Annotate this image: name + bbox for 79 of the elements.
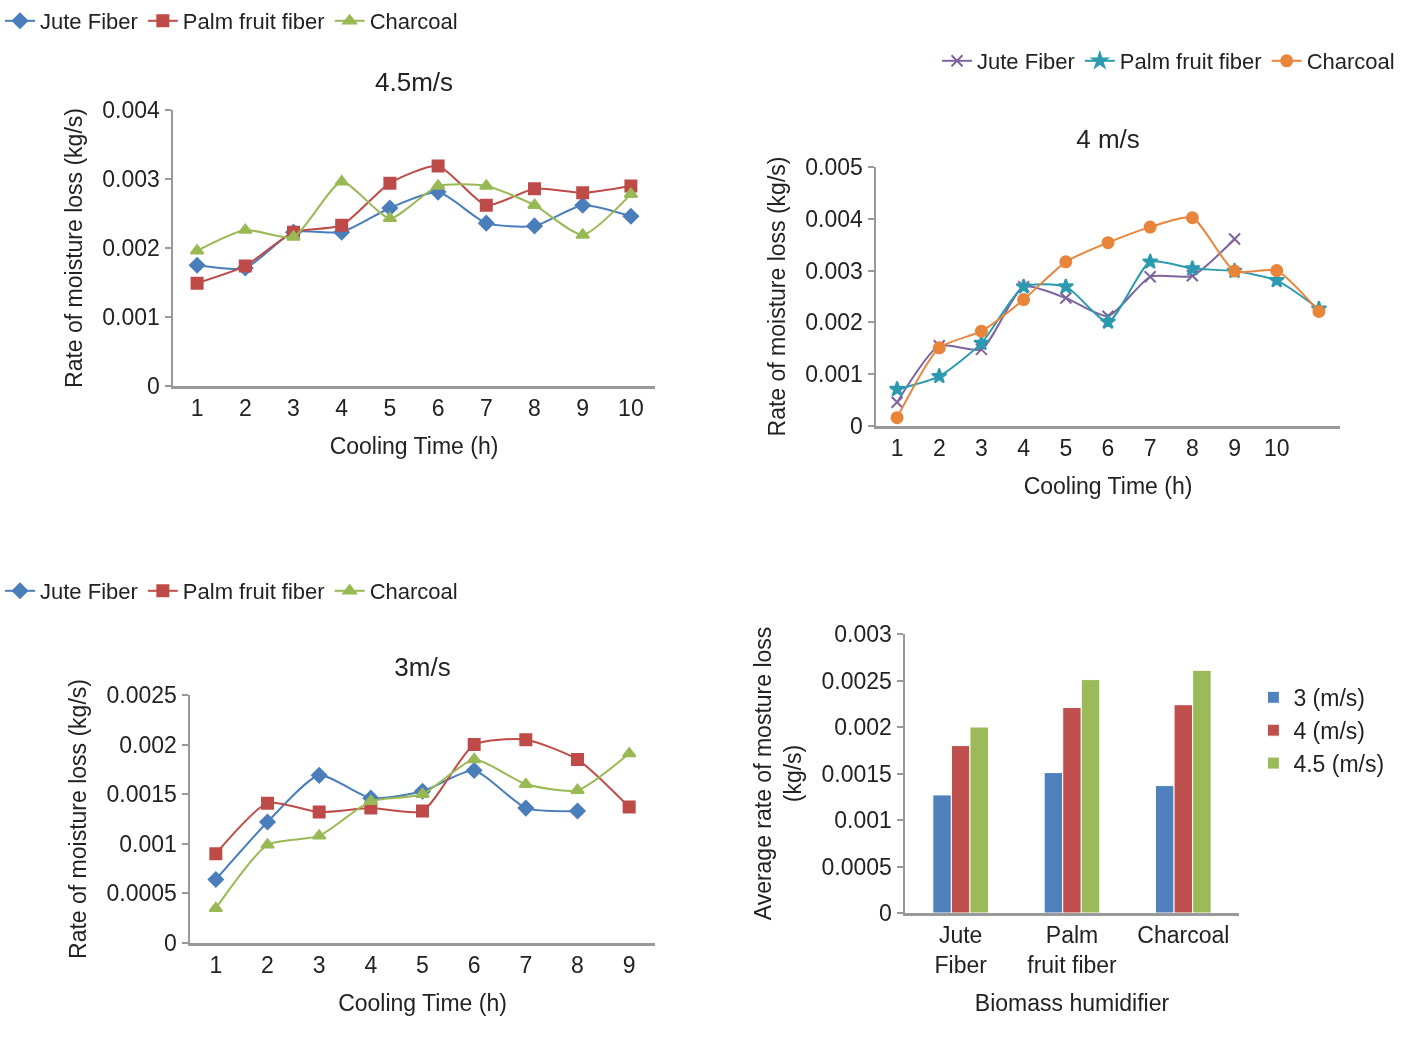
y-tick-label: 0	[850, 413, 863, 440]
x-tick-label: 4	[335, 395, 349, 422]
x-tick-label: Charcoal	[1137, 922, 1230, 949]
chart-title: 4 m/s	[1076, 124, 1140, 155]
y-tick-label: 0.001	[102, 304, 160, 331]
x-tick-label: 5	[1059, 435, 1073, 462]
y-tick-label: 0.005	[805, 154, 863, 181]
x-tick-label: 7	[1143, 435, 1157, 462]
x-tick-label: 9	[622, 952, 636, 979]
y-tick-label: 0	[164, 930, 177, 957]
y-tick-label: 0.0025	[821, 667, 892, 694]
y-tick-label: 0.004	[102, 97, 161, 124]
x-axis-title: Cooling Time (h)	[338, 989, 507, 1016]
y-tick-label: 0.003	[805, 257, 863, 284]
y-tick-label: 0.004	[805, 205, 864, 232]
x-tick-label: 9	[576, 395, 590, 422]
chart-title: 4.5m/s	[374, 67, 454, 98]
y-tick-label: 0.002	[102, 235, 160, 262]
x-tick-label: Palm fruit fiber	[1027, 922, 1118, 978]
x-tick-label: 8	[571, 952, 584, 979]
x-tick-label: 10	[618, 395, 644, 422]
x-tick-label: 6	[1101, 435, 1115, 462]
x-tick-label: 5	[416, 952, 429, 979]
x-tick-label: 8	[1185, 435, 1199, 462]
legend-label: Palm fruit fiber	[182, 9, 325, 35]
x-axis-title: Biomass humidifier	[974, 989, 1170, 1016]
y-tick-label: 0.002	[119, 731, 177, 758]
x-tick-label: 6	[467, 952, 481, 979]
x-tick-label: 5	[383, 395, 397, 422]
y-tick-label: 0.0005	[106, 880, 177, 907]
y-tick-label: 0.003	[102, 166, 160, 193]
y-tick-label: 0.003	[834, 621, 892, 648]
x-tick-label: 3	[287, 395, 300, 422]
y-axis-title: Average rate of mosture loss (kg/s)	[749, 626, 806, 921]
x-tick-label: 2	[932, 435, 946, 462]
legend-label: Palm fruit fiber	[182, 579, 325, 605]
y-tick-label: 0.0015	[821, 760, 892, 787]
y-tick-label: 0.0005	[821, 853, 892, 880]
x-tick-label: 4	[364, 952, 378, 979]
x-tick-label: 1	[209, 952, 223, 979]
x-axis-title: Cooling Time (h)	[329, 432, 499, 459]
y-tick-label: 0.0015	[106, 781, 177, 808]
legend-label: Jute Fiber	[977, 49, 1075, 75]
legend-label: 4.5 (m/s)	[1293, 751, 1385, 778]
x-tick-label: 10	[1263, 435, 1290, 462]
legend-label: Palm fruit fiber	[1119, 49, 1262, 75]
y-tick-label: 0	[147, 373, 160, 400]
x-tick-label: 9	[1228, 435, 1241, 462]
y-axis-title: Rate of moisture loss (kg/s)	[64, 679, 91, 959]
legend-label: 3 (m/s)	[1293, 685, 1365, 712]
y-axis-title: Rate of moisture loss (kg/s)	[763, 156, 790, 437]
x-tick-label: 7	[479, 395, 493, 422]
x-tick-label: Jute Fiber	[934, 922, 988, 978]
y-tick-label: 0.001	[834, 807, 892, 834]
legend-label: 4 (m/s)	[1293, 718, 1365, 745]
x-tick-label: 2	[261, 952, 274, 979]
y-tick-label: 0.002	[805, 309, 863, 336]
x-tick-label: 7	[519, 952, 533, 979]
legend-label: Charcoal	[369, 579, 458, 605]
legend-label: Jute Fiber	[40, 9, 138, 35]
y-tick-label: 0.002	[834, 714, 892, 741]
y-tick-label: 0.0025	[106, 682, 177, 709]
x-tick-label: 4	[1017, 435, 1031, 462]
y-axis-title: Rate of moisture loss (kg/s)	[60, 108, 87, 388]
y-tick-label: 0.001	[805, 361, 863, 388]
x-tick-label: 2	[238, 395, 252, 422]
x-tick-label: 3	[975, 435, 988, 462]
legend-label: Charcoal	[369, 9, 458, 35]
y-tick-label: 0	[879, 900, 892, 927]
x-tick-label: 1	[890, 435, 904, 462]
x-tick-label: 8	[528, 395, 541, 422]
x-tick-label: 6	[431, 395, 445, 422]
legend-label: Charcoal	[1306, 49, 1395, 75]
x-tick-label: 3	[312, 952, 326, 979]
chart-title: 3m/s	[394, 652, 451, 683]
y-tick-label: 0.001	[119, 830, 177, 857]
legend-label: Jute Fiber	[40, 579, 138, 605]
x-tick-label: 1	[190, 395, 204, 422]
x-axis-title: Cooling Time (h)	[1023, 472, 1193, 499]
